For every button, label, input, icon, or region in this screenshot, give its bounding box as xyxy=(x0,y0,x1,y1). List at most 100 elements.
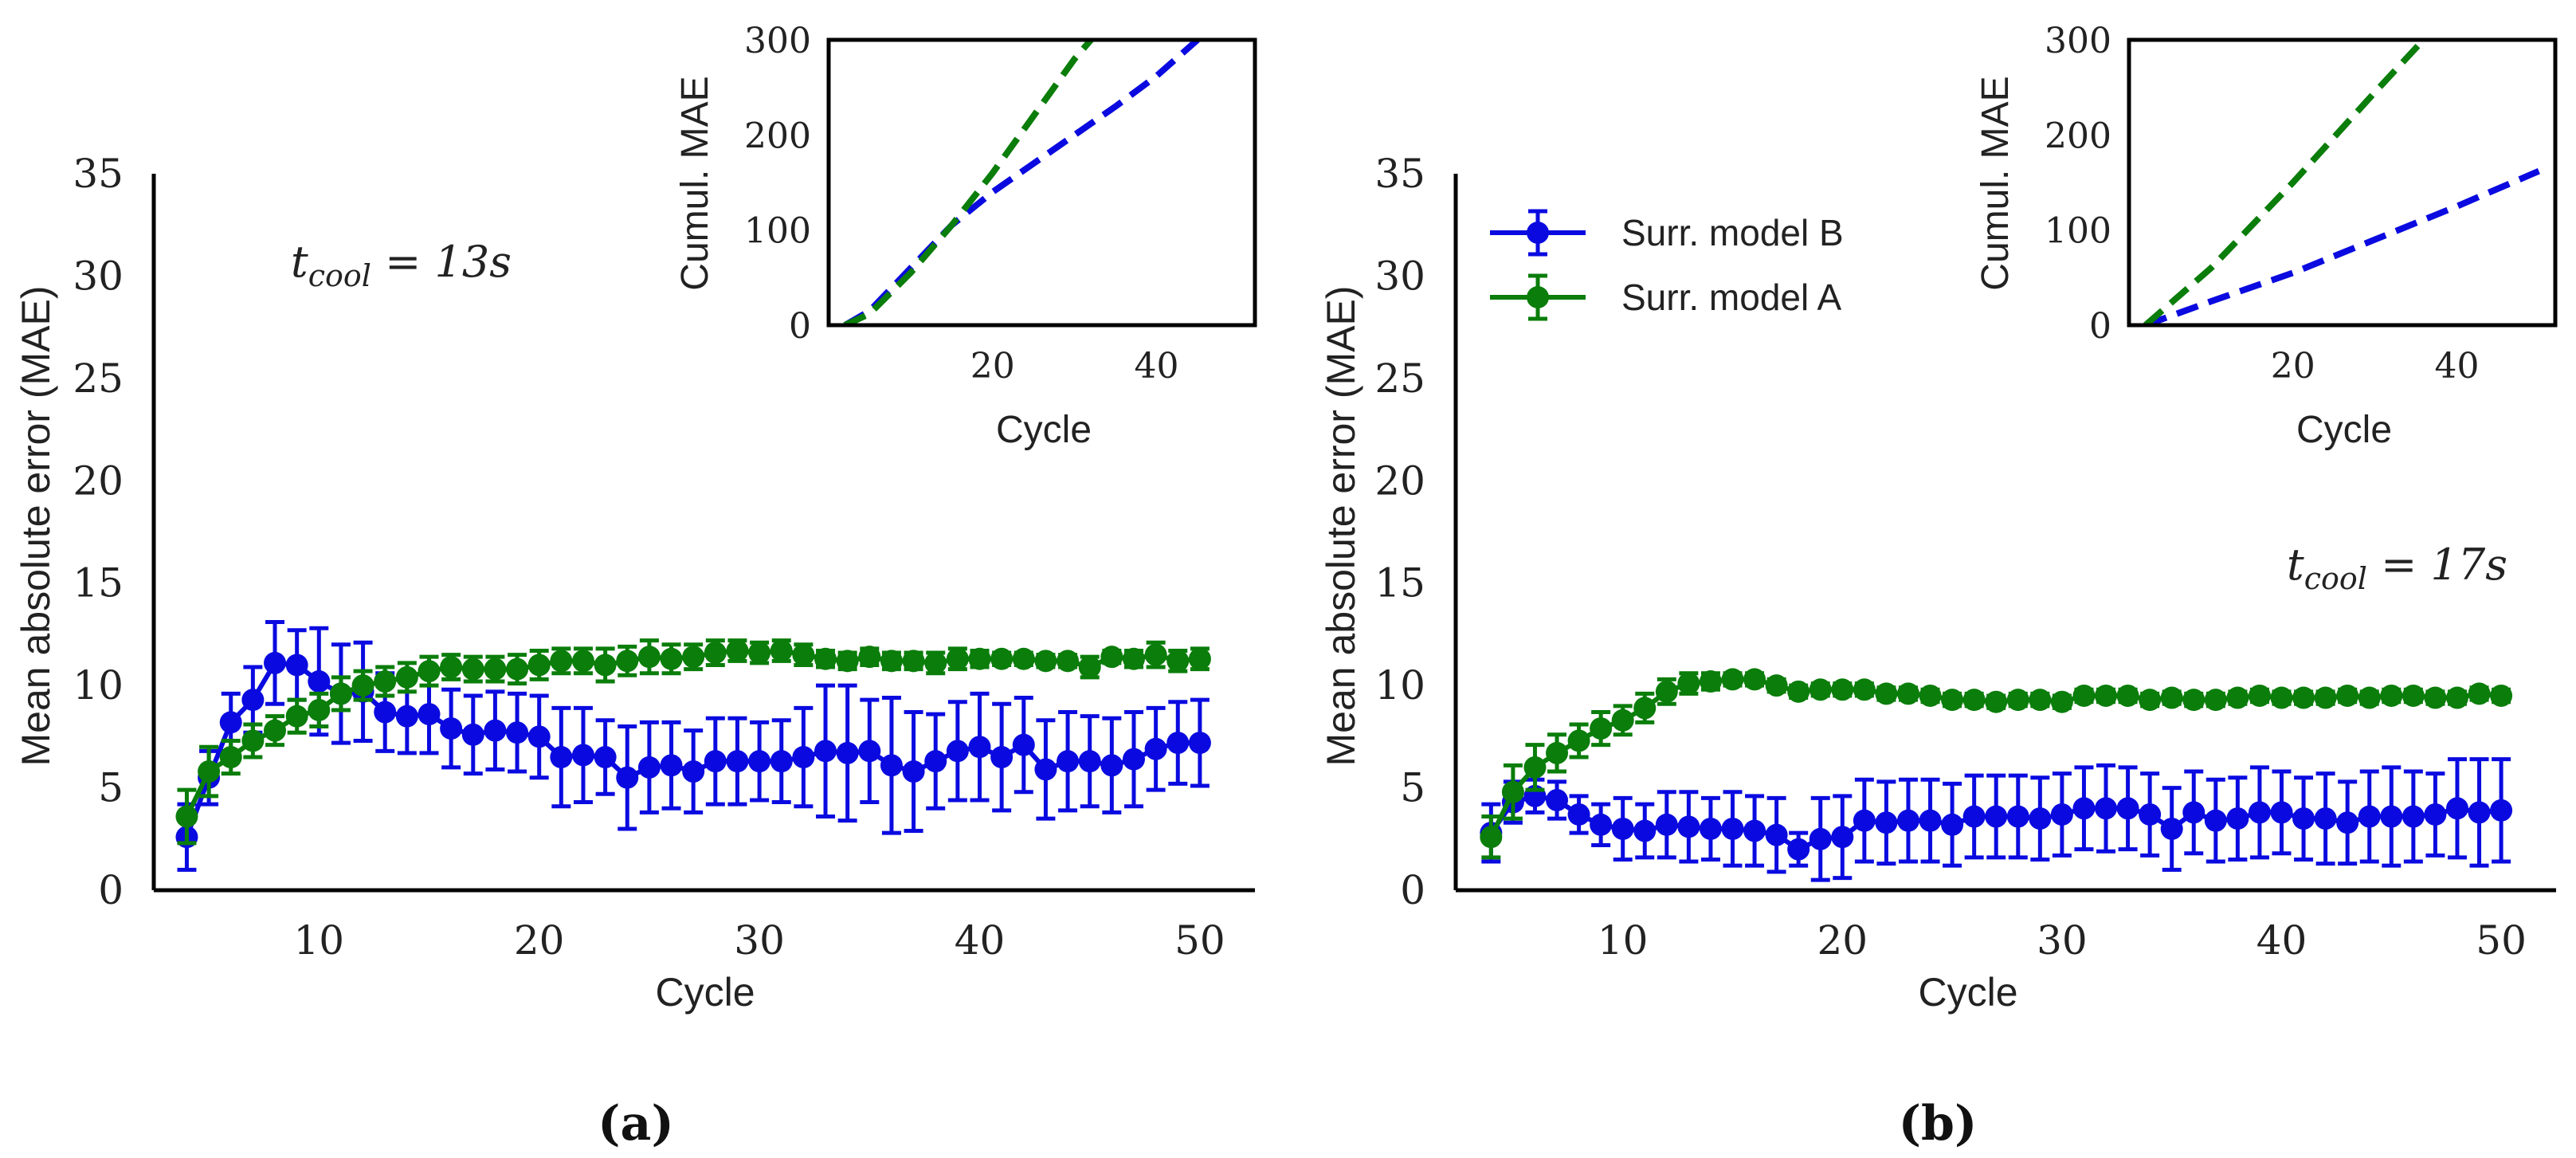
y-tick-label: 15 xyxy=(1374,560,1425,606)
data-point xyxy=(1699,817,1722,840)
data-point xyxy=(308,698,331,721)
data-point xyxy=(1853,678,1876,701)
data-point xyxy=(946,740,969,763)
data-point xyxy=(1896,809,1919,832)
data-point xyxy=(440,717,463,740)
data-point xyxy=(461,658,484,681)
data-point xyxy=(1743,819,1766,842)
data-point xyxy=(1765,674,1788,697)
data-point xyxy=(2358,805,2381,828)
inset-y-tick-label: 0 xyxy=(2089,306,2111,347)
data-point xyxy=(2292,686,2315,709)
data-point xyxy=(2160,686,2183,709)
data-point xyxy=(2445,797,2468,820)
data-point xyxy=(1896,682,1919,705)
panel-a-y-axis-title: Mean absolute error (MAE) xyxy=(14,285,58,766)
data-point xyxy=(990,647,1014,670)
inset-y-tick-label: 0 xyxy=(789,306,811,347)
data-point xyxy=(748,750,771,773)
data-point xyxy=(880,650,903,673)
x-tick-label: 50 xyxy=(1174,917,1225,964)
data-point xyxy=(2270,686,2293,709)
x-tick-label: 20 xyxy=(1817,917,1868,964)
data-point xyxy=(2314,807,2337,830)
data-point xyxy=(1546,741,1569,764)
data-point xyxy=(1078,656,1101,679)
data-point xyxy=(1012,647,1035,670)
data-point xyxy=(1590,717,1613,740)
data-point xyxy=(571,650,594,673)
panel-b-y-axis-title: Mean absolute error (MAE) xyxy=(1319,285,1363,766)
data-point xyxy=(1590,813,1613,836)
data-point xyxy=(814,647,837,670)
data-point xyxy=(858,740,881,763)
data-point xyxy=(1122,647,1145,670)
inset-background xyxy=(2129,40,2555,325)
data-point xyxy=(1523,756,1547,779)
data-point xyxy=(726,750,749,773)
data-point xyxy=(858,646,881,669)
data-point xyxy=(2402,684,2425,707)
data-point xyxy=(1809,678,1832,701)
data-point xyxy=(1941,689,1964,712)
data-point xyxy=(2270,801,2293,824)
y-tick-label: 20 xyxy=(73,457,124,504)
data-point xyxy=(2182,801,2205,824)
data-point xyxy=(968,647,991,670)
data-point xyxy=(770,639,793,662)
panel-b-x-axis-title: Cycle xyxy=(1918,970,2017,1015)
data-point xyxy=(351,674,374,697)
y-tick-label: 35 xyxy=(73,151,124,197)
data-point xyxy=(2050,690,2073,713)
panel-a-inset-y-title: Cumul. MAE xyxy=(674,76,716,290)
panel-b-legend: Surr. model B Surr. model A xyxy=(1490,209,1844,321)
inset-line-surr-model-b xyxy=(2144,168,2541,325)
x-tick-label: 10 xyxy=(293,917,344,964)
data-point xyxy=(484,719,507,742)
inset-x-tick-label: 20 xyxy=(970,346,1015,387)
panel-b: 0 5 10 15 20 25 30 35 10 20 30 40 50 tcool = 17s Cyc… xyxy=(1319,21,2558,1152)
data-point xyxy=(1985,805,2008,828)
y-tick-label: 5 xyxy=(98,765,124,811)
panel-b-inset-y-title: Cumul. MAE xyxy=(1974,76,2017,290)
data-point xyxy=(594,654,617,677)
panel-a-x-axis-title: Cycle xyxy=(655,970,755,1015)
data-point xyxy=(1721,817,1744,840)
inset-background xyxy=(829,40,1255,325)
data-point xyxy=(264,651,287,674)
data-point xyxy=(594,746,617,769)
data-point xyxy=(1166,650,1190,673)
data-point xyxy=(395,705,418,728)
data-point xyxy=(2116,684,2139,707)
data-point xyxy=(418,703,441,726)
data-point xyxy=(1831,826,1854,849)
inset-x-tick-label: 40 xyxy=(1135,346,1179,387)
panel-b-label: (b) xyxy=(1899,1096,1978,1152)
data-point xyxy=(308,670,331,693)
data-point xyxy=(241,729,265,752)
data-point xyxy=(1078,750,1101,773)
data-point xyxy=(461,723,484,746)
data-point xyxy=(506,721,529,744)
data-point xyxy=(1985,690,2008,713)
data-point xyxy=(1633,697,1657,720)
inset-y-tick-label: 300 xyxy=(744,21,811,61)
data-point xyxy=(2336,811,2359,834)
data-point xyxy=(2072,797,2096,820)
data-point xyxy=(550,650,573,673)
data-point xyxy=(924,750,947,773)
legend-entry-model-b: Surr. model B xyxy=(1621,212,1844,253)
y-tick-label: 5 xyxy=(1400,765,1425,811)
inset-line-surr-model-b xyxy=(843,40,1200,325)
data-point xyxy=(1611,817,1634,840)
data-point xyxy=(374,701,397,724)
data-point xyxy=(571,744,594,767)
data-point xyxy=(2160,817,2183,840)
data-point xyxy=(1188,647,1211,670)
data-point xyxy=(660,647,683,670)
inset-y-tick-label: 200 xyxy=(2045,116,2111,156)
data-point xyxy=(682,646,705,669)
data-point xyxy=(637,756,661,779)
data-point xyxy=(637,646,661,669)
